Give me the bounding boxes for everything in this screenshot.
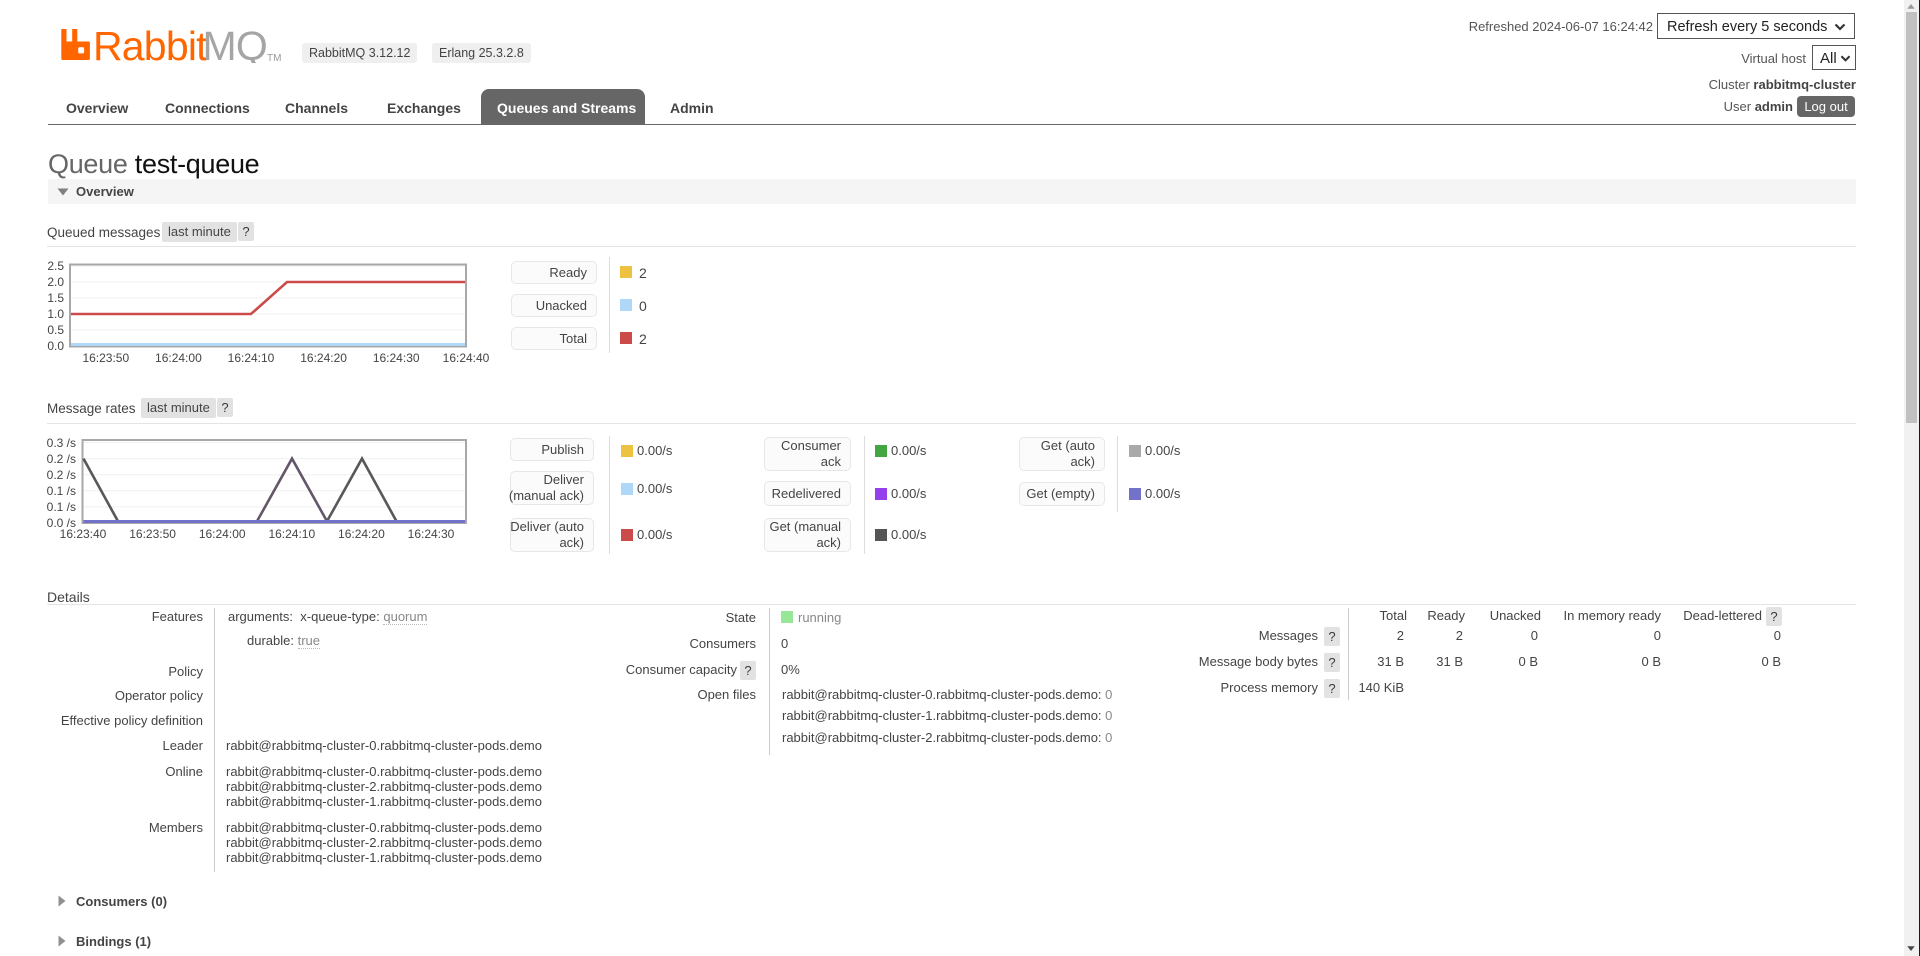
svg-text:16:24:30: 16:24:30 xyxy=(408,527,455,541)
svg-text:16:24:40: 16:24:40 xyxy=(443,351,490,365)
svg-text:MQ: MQ xyxy=(203,27,267,63)
svg-text:16:24:20: 16:24:20 xyxy=(338,527,385,541)
svg-text:0.1 /s: 0.1 /s xyxy=(47,484,76,498)
svg-text:TM: TM xyxy=(267,53,281,63)
svg-text:0.3 /s: 0.3 /s xyxy=(47,436,76,450)
svg-text:2.5: 2.5 xyxy=(47,259,64,273)
svg-text:16:24:10: 16:24:10 xyxy=(268,527,315,541)
svg-text:0.1 /s: 0.1 /s xyxy=(47,500,76,514)
svg-text:16:23:50: 16:23:50 xyxy=(129,527,176,541)
svg-text:0.2 /s: 0.2 /s xyxy=(47,468,76,482)
svg-text:16:24:20: 16:24:20 xyxy=(300,351,347,365)
svg-text:0.0 /s: 0.0 /s xyxy=(47,516,76,530)
svg-text:0.0: 0.0 xyxy=(47,339,64,353)
svg-text:16:24:00: 16:24:00 xyxy=(155,351,202,365)
svg-text:1.5: 1.5 xyxy=(47,291,64,305)
svg-text:16:24:10: 16:24:10 xyxy=(228,351,275,365)
svg-text:2.0: 2.0 xyxy=(47,275,64,289)
svg-text:0.5: 0.5 xyxy=(47,323,64,337)
svg-text:Rabbit: Rabbit xyxy=(93,27,208,63)
svg-text:16:23:40: 16:23:40 xyxy=(60,527,107,541)
svg-text:16:24:00: 16:24:00 xyxy=(199,527,246,541)
svg-text:16:23:50: 16:23:50 xyxy=(82,351,129,365)
svg-text:1.0: 1.0 xyxy=(47,307,64,321)
svg-text:0.2 /s: 0.2 /s xyxy=(47,452,76,466)
svg-text:16:24:30: 16:24:30 xyxy=(373,351,420,365)
